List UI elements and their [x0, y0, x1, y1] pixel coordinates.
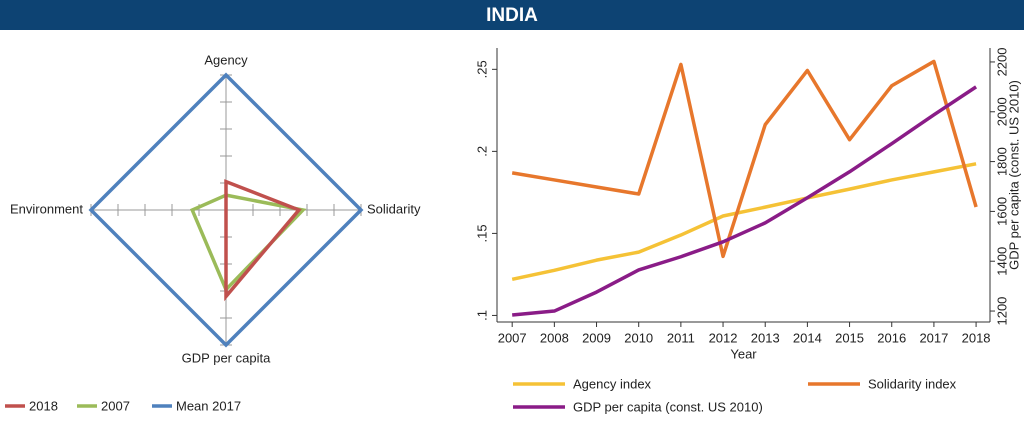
x-tick-label: 2010	[624, 330, 653, 345]
x-tick-label: 2007	[498, 330, 527, 345]
x-tick-label: 2018	[962, 330, 991, 345]
x-tick-label: 2012	[709, 330, 738, 345]
y-tick-label: .15	[474, 224, 489, 242]
radar-axis-label: Agency	[204, 52, 248, 67]
legend-label: 2007	[101, 398, 130, 413]
x-tick-label: 2009	[582, 330, 611, 345]
line-series	[511, 59, 978, 259]
y2-tick-label: 1800	[994, 147, 1009, 176]
y2-tick-label: 1400	[994, 247, 1009, 276]
y2-tick-label: 1600	[994, 197, 1009, 226]
radar-series	[224, 179, 302, 302]
header-title: INDIA	[486, 5, 538, 26]
radar-axis-label: Environment	[10, 201, 83, 216]
x-tick-label: 2017	[919, 330, 948, 345]
header-bar	[0, 0, 1024, 30]
legend-label: 2018	[29, 398, 58, 413]
legend-label: Agency index	[573, 376, 652, 391]
y2-axis-label: GDP per capita (const. US 2010)	[1006, 80, 1021, 270]
legend-label: Solidarity index	[868, 376, 957, 391]
x-tick-label: 2011	[667, 330, 695, 345]
x-axis-label: Year	[730, 346, 757, 361]
line-series	[511, 162, 977, 282]
x-tick-label: 2014	[793, 330, 822, 345]
line-series	[512, 85, 978, 317]
y2-tick-label: 2000	[994, 97, 1009, 126]
x-tick-label: 2008	[540, 330, 569, 345]
legend-label: GDP per capita (const. US 2010)	[573, 399, 763, 414]
radar-series	[88, 72, 364, 348]
y2-tick-label: 2200	[994, 47, 1009, 76]
legend-label: Mean 2017	[176, 398, 241, 413]
y2-tick-label: 1200	[994, 297, 1009, 326]
y-tick-label: .1	[474, 310, 489, 321]
x-tick-label: 2016	[877, 330, 906, 345]
x-tick-label: 2013	[751, 330, 780, 345]
radar-axis-label: Solidarity	[367, 201, 421, 216]
y-tick-label: .2	[474, 146, 489, 157]
radar-axis-label: GDP per capita	[182, 350, 271, 365]
x-tick-label: 2015	[835, 330, 864, 345]
radar-series	[189, 193, 307, 293]
y-tick-label: .25	[474, 60, 489, 78]
